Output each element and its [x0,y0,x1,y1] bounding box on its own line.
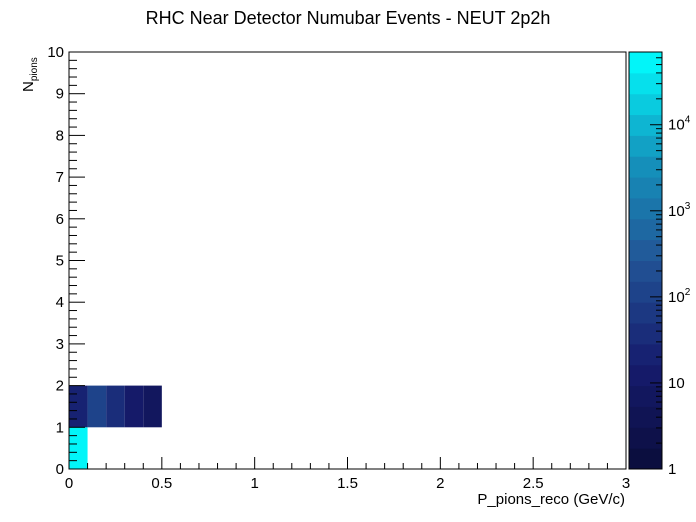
colorbar-band [629,197,662,220]
y-tick-label: 2 [56,378,64,395]
colorbar-band [629,364,662,387]
y-axis-label-main: N [20,81,37,92]
heatmap-cells [69,385,162,469]
colorbar-band [629,448,662,470]
x-axis-label: P_pions_reco (GeV/c) [477,491,625,508]
colorbar-band [629,385,662,407]
x-tick-label: 0 [65,475,73,492]
y-axis: 0 1 2 3 4 5 6 7 8 9 10 [47,44,85,478]
chart-title: RHC Near Detector Numubar Events - NEUT … [146,8,551,28]
y-tick-label: 1 [56,419,64,436]
y-axis-label-sub: pions [29,57,40,81]
y-tick-label: 0 [56,461,64,478]
x-tick-label: 2.5 [523,475,544,492]
y-axis-label: Npions [20,57,40,92]
x-tick-label: 3 [622,475,630,492]
colorbar-tick-label: 102 [668,287,691,306]
colorbar-band [629,302,662,324]
x-tick-label: 1.5 [337,475,358,492]
colorbar-tick-label: 103 [668,201,691,220]
heatmap-cell [143,385,162,428]
colorbar-band [629,156,662,178]
heatmap-cell [87,385,107,428]
colorbar-band [629,323,662,345]
y-tick-label: 8 [56,127,64,144]
colorbar-band [629,281,662,303]
colorbar-frame [628,51,663,470]
y-tick-label: 4 [56,294,64,311]
colorbar-band [629,52,662,74]
colorbar-band [629,239,662,261]
heatmap-cell [124,385,144,428]
colorbar-band [629,93,662,116]
y-tick-label: 3 [56,336,64,353]
x-tick-label: 1 [250,475,258,492]
x-tick-label: 2 [436,475,444,492]
colorbar-band [629,135,662,157]
x-axis: 0 0.5 1 1.5 2 2.5 3 [65,457,630,492]
colorbar-band [629,72,662,95]
y-tick-label: 9 [56,86,64,103]
y-tick-label: 5 [56,253,64,270]
heatmap-cell [106,385,125,428]
colorbar-band [629,177,662,199]
heatmap-cell [69,427,88,469]
colorbar-band [629,218,662,241]
colorbar-band [629,114,662,136]
colorbar-band [629,406,662,428]
y-tick-label: 7 [56,169,64,186]
svg-text:Npions: Npions [20,57,40,92]
heatmap-cell [69,385,88,428]
colorbar-tick-label: 10 [668,375,685,392]
colorbar: 1 10 102 103 104 [628,51,691,478]
x-tick-label: 0.5 [151,475,172,492]
y-tick-label: 6 [56,211,64,228]
colorbar-tick-label: 1 [668,461,676,478]
colorbar-band [629,427,662,449]
colorbar-band [629,343,662,366]
y-tick-label: 10 [47,44,64,61]
colorbar-band [629,260,662,282]
colorbar-tick-label: 104 [668,115,691,134]
